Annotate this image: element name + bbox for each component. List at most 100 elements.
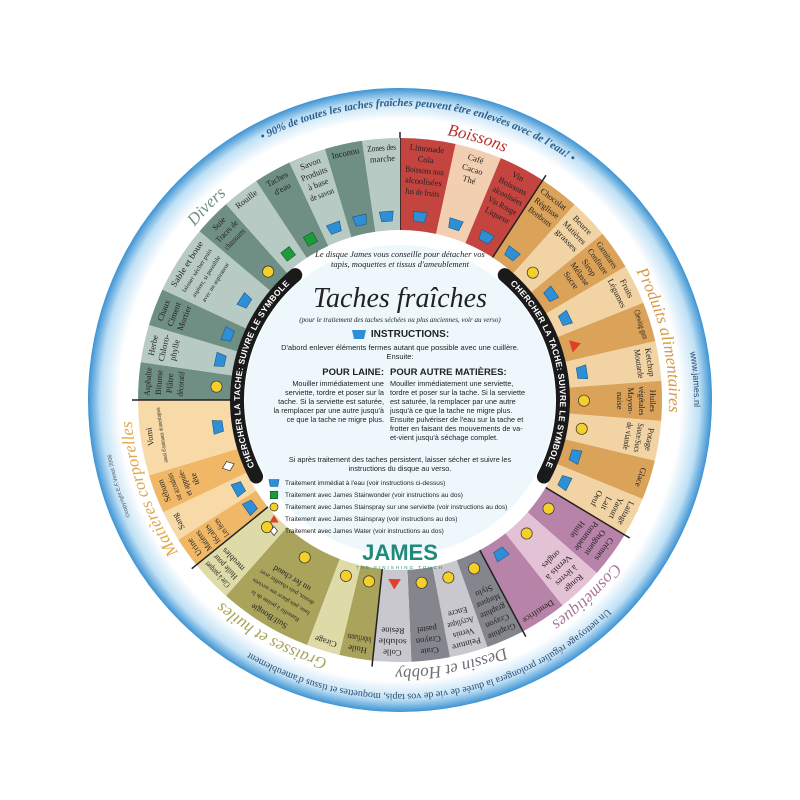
water-symbol-icon <box>558 309 574 326</box>
stain-segment[interactable] <box>432 560 488 658</box>
segment-fill <box>226 527 340 645</box>
segment-label-line: Zones des <box>367 142 396 154</box>
segment-fill <box>324 140 376 238</box>
water-symbol-icon <box>241 499 258 517</box>
triangle-symbol-icon <box>269 515 279 523</box>
legend-item: Traitement immédiat à l'eau (voir instru… <box>268 477 540 489</box>
water-symbol-icon <box>493 546 510 563</box>
page-title: Taches fraîches <box>313 283 487 314</box>
legend-item: Traitement avec James Stainspray sur une… <box>268 501 540 513</box>
segment-fill <box>372 569 412 662</box>
segment-label-line: marche <box>370 153 396 165</box>
segment-label-line: décoratif <box>175 371 187 397</box>
segment-label-line: Vomi <box>143 426 156 446</box>
other-materials-instructions: POUR AUTRE MATIÈRES: Mouiller immédiatem… <box>390 366 530 442</box>
square-symbol-icon <box>280 246 296 262</box>
center-disc <box>243 243 557 557</box>
segment-label-line: Résine <box>381 626 405 637</box>
wool-instructions: POUR LAINE: Mouiller immédiatement une s… <box>272 366 384 424</box>
stain-segment[interactable] <box>400 138 456 234</box>
triangle-symbol-icon <box>569 340 581 353</box>
stain-segment[interactable] <box>456 550 524 647</box>
diamond-symbol-icon <box>221 461 235 472</box>
circle-symbol-icon <box>526 266 539 279</box>
stain-segment[interactable] <box>339 565 383 661</box>
segment-label-line: lubrifiants <box>346 632 372 646</box>
stain-segment[interactable] <box>163 472 257 540</box>
other-text: Mouiller immédiatement une serviette, to… <box>390 379 526 442</box>
stain-segment[interactable] <box>140 324 238 376</box>
stain-segment[interactable] <box>565 341 662 388</box>
segment-fill <box>565 341 662 388</box>
circle-symbol-icon <box>442 571 455 584</box>
instructions-heading: INSTRUCTIONS: <box>300 328 500 341</box>
instructions-text: D'abord enlever éléments fermes autant q… <box>281 343 519 361</box>
segment-fill <box>339 565 383 661</box>
water-symbol-icon <box>448 217 464 232</box>
segment-label-line: Boissons non <box>405 163 445 177</box>
segment-fill <box>163 472 257 540</box>
segment-fill <box>289 148 352 246</box>
circle-symbol-icon <box>269 502 279 512</box>
stain-segment[interactable] <box>407 566 450 662</box>
legend-item: Traitement avec James Stainspray (voir i… <box>268 513 540 525</box>
water-symbol-icon <box>351 213 367 227</box>
water-symbol-icon <box>557 475 573 492</box>
segment-label-line: Thé <box>461 173 477 187</box>
stain-segment[interactable] <box>138 400 238 476</box>
segment-label-line: Craie <box>420 645 440 657</box>
diamond-symbol-icon <box>270 525 278 537</box>
stain-segment[interactable] <box>557 302 656 362</box>
stain-segment[interactable] <box>565 413 662 461</box>
stain-segment[interactable] <box>362 138 400 232</box>
logo-tagline: THE FINISHING TOUCH <box>355 565 445 570</box>
segment-fill <box>400 138 456 234</box>
segment-fill <box>138 400 238 476</box>
category-divider <box>491 174 547 258</box>
legend-label: Traitement avec James Stainspray (voir i… <box>285 515 458 523</box>
stain-segment[interactable] <box>148 289 246 352</box>
segment-label-line: Limonade <box>409 142 445 156</box>
water-symbol-icon <box>412 211 428 223</box>
stain-segment[interactable] <box>324 140 376 238</box>
stain-segment[interactable] <box>226 527 340 645</box>
water-symbol-icon <box>213 351 227 367</box>
wool-heading: POUR LAINE: <box>322 367 384 378</box>
stain-segment[interactable] <box>307 558 361 655</box>
segment-label-line: Crayon <box>415 634 442 647</box>
circle-symbol-icon <box>415 576 428 589</box>
segment-label-line: phylle <box>167 338 181 361</box>
stain-segment[interactable] <box>372 569 412 662</box>
segment-label-line: naise <box>615 392 625 410</box>
segment-label-line: pastel <box>416 623 437 635</box>
legend-item: Traitement avec James Water (voir instru… <box>268 525 540 537</box>
water-symbol-icon <box>378 210 394 223</box>
stain-segment[interactable] <box>557 439 655 499</box>
segment-fill <box>362 138 400 232</box>
water-symbol-icon <box>325 220 342 235</box>
stain-segment[interactable] <box>149 448 247 513</box>
stain-segment[interactable] <box>138 362 232 400</box>
stain-segment[interactable] <box>569 380 662 422</box>
water-symbol-icon <box>478 229 495 245</box>
stain-segment[interactable] <box>289 148 352 246</box>
segment-label-line: Huiles <box>648 390 658 412</box>
circle-symbol-icon <box>363 575 375 588</box>
segment-label-line: Potage <box>643 427 657 452</box>
